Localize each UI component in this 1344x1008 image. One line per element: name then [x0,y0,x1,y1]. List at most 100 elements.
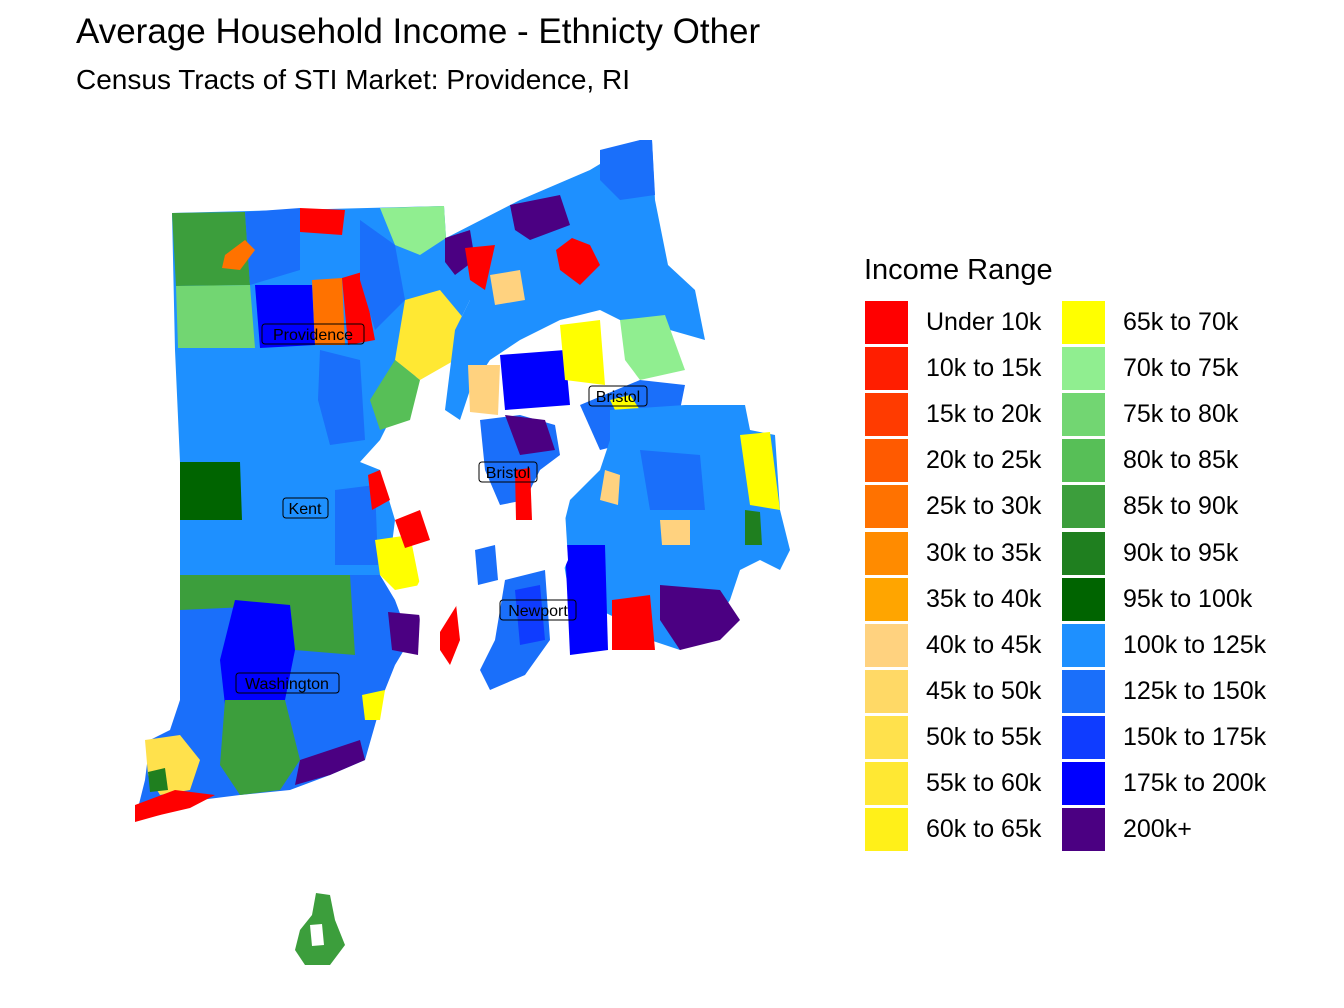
legend-swatch [865,577,908,621]
legend-label: 30k to 35k [926,538,1042,567]
tract-region [335,485,378,565]
legend-swatch [865,669,908,713]
legend-swatch [865,347,908,391]
legend-label: 60k to 65k [926,815,1042,844]
washington-county [135,575,420,822]
tract-region [388,612,420,655]
legend-swatch [1062,439,1105,483]
legend-label: 35k to 40k [926,584,1042,613]
svg-text:Kent: Kent [289,501,322,518]
tract-region [556,238,600,285]
legend-swatch [1062,715,1105,759]
legend-label: 95k to 100k [1123,584,1253,613]
tract-region [220,600,295,705]
tract-region [176,285,255,348]
tract-region [255,285,315,348]
legend-label: 10k to 15k [926,354,1042,383]
legend-swatch [1062,669,1105,713]
legend-label: 45k to 50k [926,676,1042,705]
narragansett-bay [415,415,485,640]
legend-label: 20k to 25k [926,446,1042,475]
legend-swatch [865,808,908,852]
legend-label: 15k to 20k [926,400,1042,429]
county-labels: Providence Bristol Kent Bristol Newport … [235,323,648,694]
legend-title: Income Range [864,254,1053,286]
county-label: Providence [261,323,365,345]
tract-region [515,468,532,520]
legend-label: 90k to 95k [1123,538,1239,567]
tract-region [560,320,605,385]
tract-region [312,278,345,345]
legend-label: 40k to 45k [926,630,1042,659]
tract-region [318,350,365,445]
legend-swatch [865,485,908,529]
legend-label: 175k to 200k [1123,769,1267,797]
legend-label: 200k+ [1123,815,1192,844]
legend-swatch [1062,577,1105,621]
tract-region [600,140,655,200]
county-label: Newport [499,599,577,621]
legend-label: 75k to 80k [1123,400,1239,429]
tract-region [180,348,365,462]
tract-region [620,315,685,380]
legend-label: 25k to 30k [926,492,1042,521]
tract-region [222,240,255,270]
map-title: Average Household Income - Ethnicty Othe… [76,12,761,51]
legend-label: 70k to 75k [1123,354,1239,383]
tract-region [660,520,690,545]
tract-region [395,510,430,548]
legend-label: 150k to 175k [1123,722,1267,751]
tract-region [500,350,570,410]
sakonnet-river [547,510,568,590]
svg-text:Newport: Newport [508,603,568,620]
tract-region [565,545,608,655]
tract-region [368,470,390,510]
legend-label: 50k to 55k [926,722,1042,751]
tract-region [375,535,420,590]
tract-region [490,270,525,305]
svg-text:Bristol: Bristol [486,465,530,482]
tract-region [745,510,762,545]
tract-region [380,206,446,255]
tract-region [360,220,405,330]
county-label: Bristol [588,385,648,407]
legend-swatch [865,393,908,437]
tract-region [180,462,242,520]
legend-swatch [865,623,908,667]
svg-text:Providence: Providence [273,327,353,344]
tract-region [475,545,498,585]
tract-region [245,208,300,285]
legend-label: 55k to 60k [926,769,1042,797]
legend-label: 85k to 90k [1123,492,1239,521]
tract-region [395,290,465,380]
legend-swatch [865,301,908,344]
map-subtitle: Census Tracts of STI Market: Providence,… [76,64,630,95]
tract-region [465,245,495,290]
east-bay-region [560,405,790,655]
legend-swatch [1062,301,1105,344]
kent-county [180,462,430,590]
tract-region [600,470,620,505]
legend-swatch [1062,485,1105,529]
tract-region [342,272,375,345]
tract-region [660,585,740,650]
tract-region [505,415,555,455]
legend-swatch [1062,393,1105,437]
legend-label: 100k to 125k [1123,630,1267,659]
legend-swatch [865,531,908,575]
legend-swatch [865,439,908,483]
tract-region [362,690,385,720]
legend-swatch [1062,623,1105,667]
legend-swatch [1062,531,1105,575]
providence-county [172,206,470,462]
county-label: Bristol [478,461,538,483]
legend-swatch [1062,762,1105,805]
tract-region [295,740,365,785]
tract-region [370,360,420,430]
legend-label: 125k to 150k [1123,676,1267,705]
legend-swatch [1062,347,1105,391]
tract-region [612,595,655,650]
tract-region [180,575,355,655]
county-label: Washington [235,672,340,694]
tract-region [148,768,168,792]
